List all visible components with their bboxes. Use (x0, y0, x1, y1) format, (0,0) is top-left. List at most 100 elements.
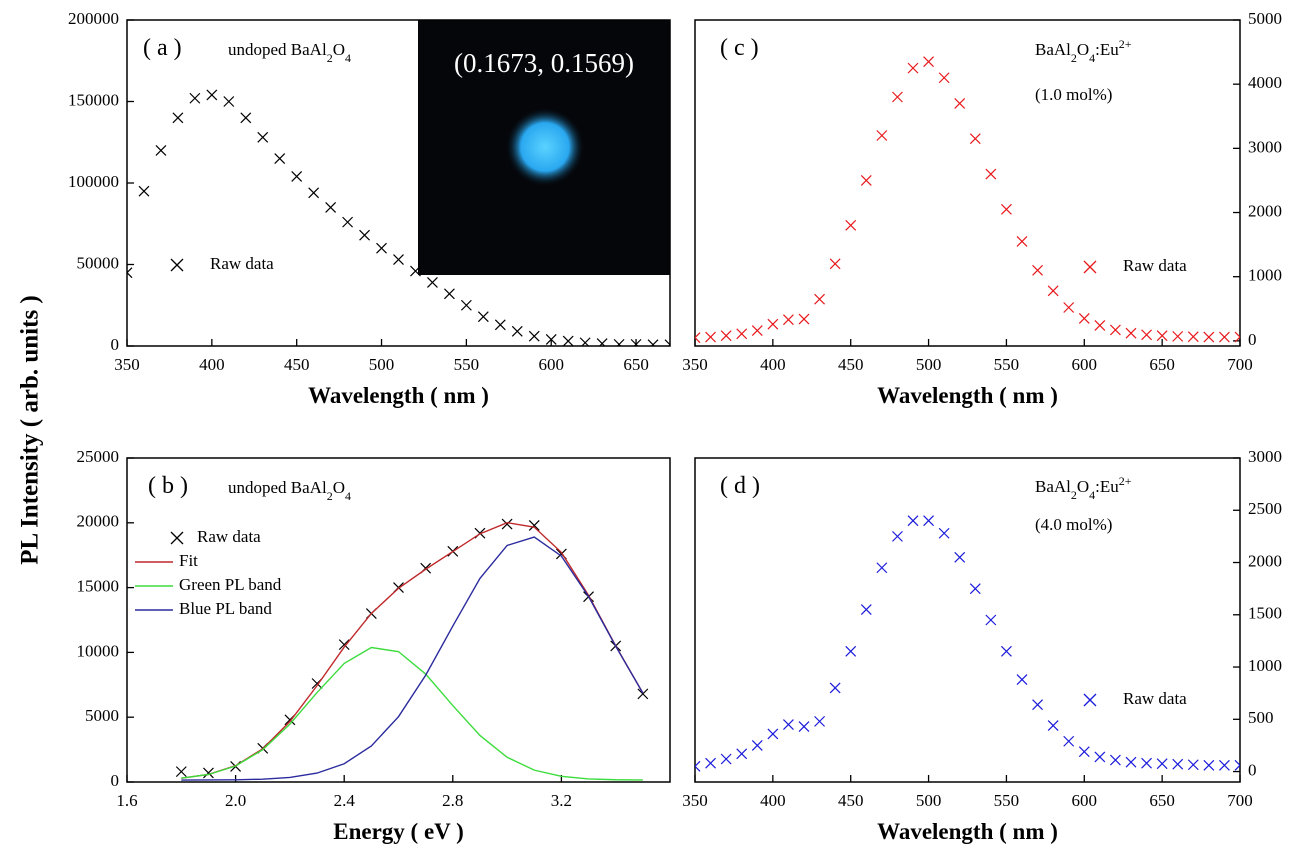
data-point (528, 519, 540, 531)
data-point (1187, 759, 1199, 771)
data-point (1032, 699, 1043, 711)
data-point (1125, 756, 1137, 768)
data-point (155, 144, 167, 156)
data-point (845, 645, 857, 657)
y-tick-label: 0 (111, 771, 120, 790)
data-point (1125, 327, 1137, 339)
data-point (720, 330, 732, 342)
data-point (562, 335, 574, 346)
data-point (477, 311, 489, 323)
data-point (393, 254, 404, 266)
data-point (736, 748, 748, 760)
sample-label-part: undoped BaAl (228, 40, 327, 59)
data-point (427, 277, 438, 288)
data-point (860, 604, 872, 615)
data-point (1156, 330, 1168, 342)
data-point (1032, 264, 1043, 276)
legend-label: Green PL band (179, 575, 282, 594)
data-point (1047, 285, 1059, 297)
data-point (528, 330, 540, 342)
legend-label: Blue PL band (179, 599, 272, 618)
data-point (705, 331, 716, 343)
sample-label-part: BaAl (1035, 40, 1071, 59)
data-point (240, 112, 252, 124)
y-tick-label: 0 (111, 335, 120, 354)
inset-label: (0.1673, 0.1569) (454, 48, 634, 78)
data-layer (175, 518, 649, 781)
data-point (985, 614, 997, 626)
x-tick-label: 550 (994, 355, 1020, 374)
data-point (1141, 757, 1152, 769)
data-point (1094, 751, 1106, 763)
legend-label: Raw data (210, 254, 274, 273)
x-tick-label: 450 (838, 791, 864, 810)
sample-label-part: 2 (327, 489, 333, 503)
y-tick-label: 2000 (1248, 201, 1282, 220)
data-layer (127, 89, 670, 346)
x-tick-label: 350 (682, 791, 708, 810)
legend-label: Raw data (1123, 256, 1187, 275)
legend-marker (170, 531, 184, 545)
y-tick-label: 10000 (77, 641, 120, 660)
data-layer (695, 56, 1240, 344)
panel-label: ( a ) (143, 35, 182, 61)
x-axis-label: Energy ( eV ) (333, 819, 464, 844)
sample-label-part: :Eu (1095, 477, 1119, 496)
sample-label: BaAl2O4:Eu2+ (1035, 474, 1132, 502)
data-point (138, 185, 150, 197)
x-tick-label: 400 (760, 355, 786, 374)
legend-marker (170, 258, 184, 272)
data-point (783, 719, 794, 730)
sample-label-part: 2+ (1119, 37, 1132, 51)
data-point (1001, 203, 1012, 215)
data-point (814, 293, 825, 305)
y-tick-label: 150000 (68, 90, 119, 109)
x-tick-label: 1.6 (116, 791, 137, 810)
sample-label-part: :Eu (1095, 40, 1119, 59)
data-point (1203, 759, 1215, 771)
x-tick-label: 650 (623, 355, 649, 374)
y-tick-label: 1000 (1248, 266, 1282, 285)
y-tick-label: 5000 (1248, 9, 1282, 28)
data-point (308, 187, 320, 199)
panel-label: ( d ) (720, 473, 760, 499)
series-line (181, 521, 644, 779)
x-tick-label: 400 (760, 791, 786, 810)
data-point (1172, 330, 1184, 342)
data-point (1110, 324, 1121, 336)
x-tick-label: 650 (1149, 791, 1175, 810)
data-point (1219, 759, 1230, 771)
series-line (181, 646, 643, 781)
data-point (907, 62, 919, 74)
legend-label: Raw data (1123, 689, 1187, 708)
data-point (1078, 312, 1090, 324)
x-tick-label: 700 (1227, 355, 1253, 374)
data-point (630, 338, 642, 346)
data-point (907, 515, 919, 527)
x-axis-label: Wavelength ( nm ) (877, 819, 1058, 844)
data-point (876, 130, 888, 141)
sample-label-part: 4 (345, 489, 351, 503)
data-point (1063, 302, 1075, 313)
sample-label-part: undoped BaAl (228, 478, 327, 497)
data-point (1234, 331, 1240, 343)
data-point (325, 202, 337, 213)
sample-label-part: 2 (1071, 488, 1077, 502)
data-point (647, 339, 659, 346)
x-tick-label: 650 (1149, 355, 1175, 374)
legend-label: Fit (179, 551, 198, 570)
plot-frame (694, 19, 1241, 347)
x-tick-label: 2.4 (334, 791, 356, 810)
data-point (736, 328, 748, 340)
data-point (1078, 746, 1090, 758)
data-point (985, 168, 997, 180)
data-point (923, 56, 934, 68)
x-tick-label: 500 (369, 355, 395, 374)
sample-label-part: O (1077, 40, 1089, 59)
data-point (1234, 759, 1240, 771)
legend-label: Raw data (197, 527, 261, 546)
data-point (876, 562, 888, 574)
plot-frame (694, 457, 1241, 783)
data-point (923, 515, 934, 527)
data-point (695, 332, 701, 344)
